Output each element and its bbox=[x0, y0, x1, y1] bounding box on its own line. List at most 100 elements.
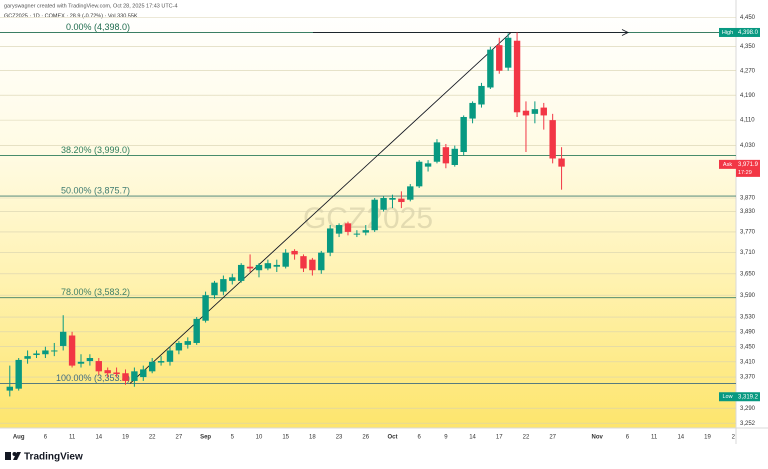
badge-value-bg bbox=[736, 159, 760, 177]
candle-body bbox=[246, 266, 254, 269]
y-tick-label: 3,870 bbox=[740, 196, 756, 202]
candle-body bbox=[469, 102, 476, 119]
y-tick-label: 4,110 bbox=[740, 118, 755, 124]
candle-body bbox=[451, 148, 458, 165]
candle-body bbox=[264, 263, 272, 269]
x-tick-label: 15 bbox=[282, 435, 289, 441]
badge-value: 3,319.2 bbox=[738, 394, 759, 400]
candle-body bbox=[504, 37, 512, 68]
x-tick-label: 6 bbox=[44, 435, 48, 441]
candle-body bbox=[460, 116, 467, 153]
candle-body bbox=[513, 40, 521, 113]
y-tick-label: 3,590 bbox=[740, 293, 756, 299]
badge-name: Ask bbox=[723, 162, 732, 168]
plot-background bbox=[0, 10, 736, 428]
fib-label: 38.20% (3,999.0) bbox=[61, 145, 130, 155]
x-tick-label: 17 bbox=[496, 435, 503, 441]
candle-body bbox=[59, 331, 67, 346]
candle-body bbox=[282, 252, 289, 267]
y-tick-label: 4,030 bbox=[740, 143, 756, 149]
candle-body bbox=[522, 110, 530, 116]
candle-body bbox=[442, 147, 450, 164]
candle-body bbox=[478, 85, 485, 105]
x-tick-label: 19 bbox=[122, 435, 129, 441]
y-tick-label: 3,450 bbox=[740, 344, 756, 350]
candle-body bbox=[237, 264, 245, 281]
x-tick-label: 2 bbox=[732, 435, 736, 441]
x-tick-label: Oct bbox=[387, 435, 397, 441]
candle-body bbox=[353, 233, 361, 235]
fib-label: 100.00% (3,353.4) bbox=[56, 373, 130, 383]
candle-body bbox=[300, 256, 307, 269]
candle-body bbox=[184, 341, 191, 345]
y-tick-label: 3,410 bbox=[740, 359, 756, 365]
y-tick-label: 3,830 bbox=[740, 209, 756, 215]
candle-body bbox=[77, 361, 85, 364]
badge-value: 4,398.0 bbox=[738, 30, 759, 36]
candle-body bbox=[309, 259, 316, 271]
candle-body bbox=[166, 350, 174, 362]
x-tick-label: 22 bbox=[523, 435, 530, 441]
candle-body bbox=[326, 228, 334, 253]
x-tick-label: 6 bbox=[626, 435, 630, 441]
candle-body bbox=[131, 371, 138, 381]
x-tick-label: 26 bbox=[362, 435, 369, 441]
badge-name: Low bbox=[722, 394, 732, 400]
y-tick-label: 3,252 bbox=[740, 421, 756, 427]
arrow-head bbox=[621, 29, 630, 36]
x-tick-label: 27 bbox=[549, 435, 556, 441]
x-tick-label: 6 bbox=[418, 435, 422, 441]
candle-body bbox=[33, 353, 40, 355]
candle-body bbox=[15, 359, 22, 389]
badge-value: 3,971.9 bbox=[738, 162, 759, 168]
candle-body bbox=[175, 342, 183, 351]
candle-body bbox=[211, 282, 218, 296]
y-tick-label: 3,290 bbox=[740, 406, 756, 412]
candle-body bbox=[202, 295, 209, 321]
candle-body bbox=[407, 186, 414, 200]
candle-body bbox=[496, 45, 503, 71]
x-tick-label: 14 bbox=[469, 435, 476, 441]
candle-body bbox=[380, 198, 387, 210]
y-tick-label: 4,270 bbox=[740, 68, 756, 74]
candle-body bbox=[148, 361, 156, 372]
candle-body bbox=[318, 252, 325, 271]
candle-body bbox=[273, 264, 280, 267]
x-tick-label: 18 bbox=[309, 435, 316, 441]
candle-body bbox=[389, 198, 396, 200]
x-tick-label: Sep bbox=[200, 435, 211, 441]
candle-body bbox=[540, 107, 547, 116]
candle-body bbox=[86, 358, 94, 362]
candle-body bbox=[24, 356, 31, 359]
candle-body bbox=[113, 372, 120, 375]
fib-label: 0.00% (4,398.0) bbox=[66, 22, 130, 32]
candle-body bbox=[68, 335, 76, 366]
x-tick-label: 9 bbox=[444, 435, 448, 441]
badge-name: High bbox=[722, 30, 733, 36]
y-tick-label: 4,350 bbox=[740, 44, 756, 50]
footer: TradingView bbox=[24, 452, 83, 463]
watermark: GCZ2025 bbox=[303, 202, 433, 235]
x-tick-label: 22 bbox=[149, 435, 156, 441]
candle-body bbox=[531, 109, 539, 114]
x-tick-label: 19 bbox=[704, 435, 711, 441]
x-tick-label: 27 bbox=[176, 435, 183, 441]
candle-body bbox=[487, 49, 494, 88]
y-tick-label: 3,650 bbox=[740, 271, 756, 277]
candle-body bbox=[398, 198, 405, 203]
header: garyswagner created with TradingView.com… bbox=[4, 3, 178, 9]
candle-body bbox=[291, 250, 298, 255]
x-tick-label: 14 bbox=[95, 435, 102, 441]
badge-name-bg bbox=[719, 159, 736, 169]
x-tick-label: Aug bbox=[13, 435, 25, 441]
candle-body bbox=[104, 370, 111, 374]
candle-body bbox=[157, 361, 165, 363]
fib-label: 78.00% (3,583.2) bbox=[61, 287, 130, 297]
y-tick-label: 3,770 bbox=[740, 229, 756, 235]
y-tick-label: 3,530 bbox=[740, 315, 756, 321]
x-tick-label: 14 bbox=[677, 435, 684, 441]
candle-body bbox=[335, 225, 343, 234]
candle-body bbox=[51, 350, 58, 352]
candle-body bbox=[549, 120, 556, 159]
